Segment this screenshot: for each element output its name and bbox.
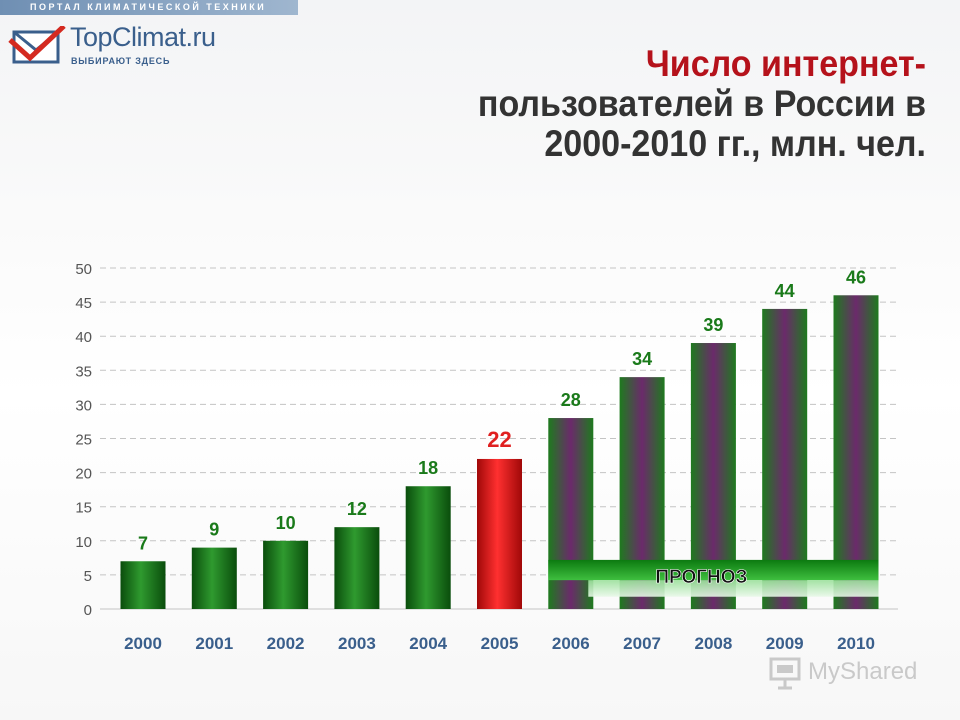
value-label-2002: 10	[276, 513, 296, 533]
logo-title: TopClimat.ru	[70, 22, 216, 53]
bar-2010	[833, 295, 879, 609]
portal-strip: ПОРТАЛ КЛИМАТИЧЕСКОЙ ТЕХНИКИ	[0, 0, 298, 15]
forecast-annotation: ПРОГНОЗ	[655, 567, 747, 588]
y-tick-label: 5	[84, 568, 92, 585]
value-label-2008: 39	[703, 315, 723, 335]
x-tick-label-2002: 2002	[267, 634, 305, 653]
bar-2001	[191, 547, 237, 609]
title-line-1: Число интернет-	[645, 43, 926, 84]
title-line-3: 2000-2010 гг., млн. чел.	[544, 123, 926, 164]
logo-suffix: Climat.ru	[112, 22, 216, 52]
value-label-2010: 46	[846, 267, 866, 287]
x-tick-label-2004: 2004	[409, 634, 447, 653]
y-tick-label: 15	[75, 500, 92, 517]
x-tick-label-2009: 2009	[766, 634, 804, 653]
y-tick-label: 45	[75, 295, 92, 312]
x-tick-label-2000: 2000	[124, 634, 162, 653]
x-tick-label-2003: 2003	[338, 634, 376, 653]
logo[interactable]: TopClimat.ru ВЫБИРАЮТ ЗДЕСЬ	[8, 22, 258, 72]
labels: 7 2000 9 2001 10 2002 12 2003 18 2004 22 2005 28 2006…	[124, 267, 875, 653]
title-line-2: пользователей в России в	[477, 83, 926, 124]
bar-2006	[548, 418, 594, 609]
bar-2009	[762, 308, 808, 609]
x-tick-label-2005: 2005	[481, 634, 519, 653]
watermark-text: MyShared	[808, 658, 918, 685]
x-tick-label-2006: 2006	[552, 634, 590, 653]
y-tick-label: 25	[75, 432, 92, 449]
value-label-2001: 9	[209, 520, 219, 540]
bars	[120, 295, 879, 609]
forecast-band-top	[548, 559, 879, 581]
bar-2005	[477, 458, 522, 609]
logo-envelope-icon	[8, 26, 66, 64]
value-label-2000: 7	[138, 533, 148, 553]
bar-2004	[405, 486, 451, 609]
bar-2002	[263, 540, 309, 609]
logo-prefix: Top	[70, 22, 113, 52]
forecast-band-bottom	[588, 580, 879, 597]
y-tick-label: 30	[75, 397, 92, 414]
value-label-2004: 18	[418, 458, 438, 478]
y-tick-label: 50	[75, 261, 92, 278]
bar-2000	[120, 561, 166, 609]
value-label-2003: 12	[347, 499, 367, 519]
logo-tagline: ВЫБИРАЮТ ЗДЕСЬ	[71, 56, 171, 66]
bar-2003	[334, 527, 380, 609]
value-label-2006: 28	[561, 390, 581, 410]
y-tick-label: 0	[84, 602, 92, 619]
watermark: MyShared	[768, 656, 938, 692]
x-tick-label-2008: 2008	[694, 634, 732, 653]
y-tick-label: 20	[75, 466, 92, 483]
presentation-icon	[769, 657, 801, 690]
page-title: Число интернет- пользователей в России в…	[411, 44, 926, 164]
x-tick-label-2007: 2007	[623, 634, 661, 653]
value-label-2007: 34	[632, 349, 652, 369]
value-label-2009: 44	[775, 281, 795, 301]
forecast-band: ПРОГНОЗ	[548, 559, 879, 597]
y-tick-label: 35	[75, 363, 92, 380]
y-tick-label: 10	[75, 534, 92, 551]
x-tick-label-2001: 2001	[195, 634, 233, 653]
x-tick-label-2010: 2010	[837, 634, 875, 653]
value-label-2005: 22	[487, 427, 511, 452]
y-tick-label: 40	[75, 329, 92, 346]
